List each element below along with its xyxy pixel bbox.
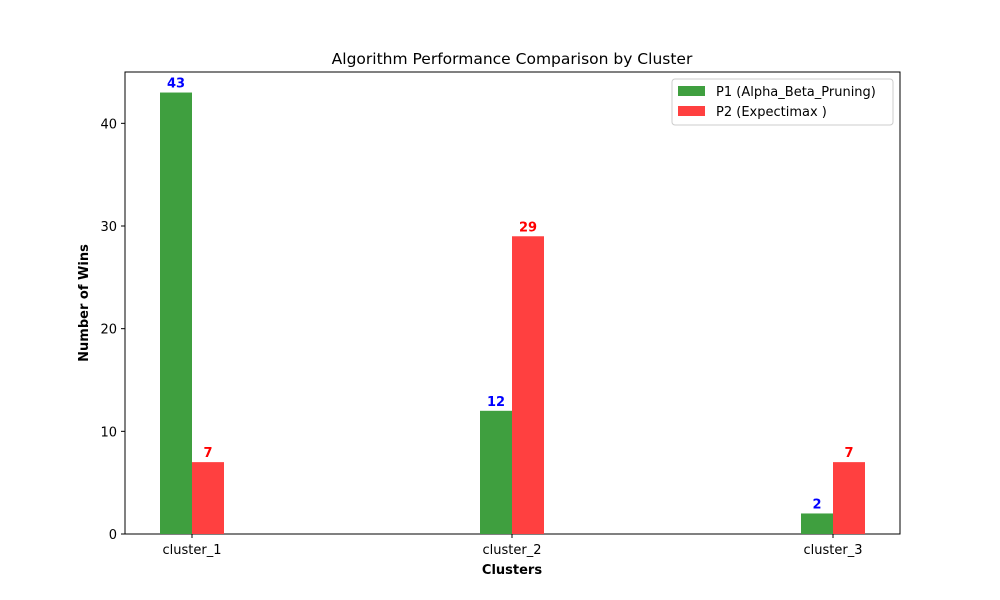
x-tick-label-cluster_3: cluster_3 xyxy=(804,543,863,558)
legend-label-p1: P1 (Alpha_Beta_Pruning) xyxy=(716,85,876,100)
y-tick-label-10: 10 xyxy=(100,425,117,440)
bar-series2-cluster_3 xyxy=(833,462,865,534)
x-axis-ticks: cluster_1 cluster_2 cluster_3 xyxy=(163,534,863,558)
legend-swatch-p2 xyxy=(678,106,705,116)
data-label-series1-cluster_3: 2 xyxy=(812,497,821,512)
y-tick-label-20: 20 xyxy=(100,323,117,338)
data-labels-layer: 43 12 2 7 29 7 xyxy=(167,77,854,513)
legend-box xyxy=(671,78,894,126)
bar-series1-cluster_2 xyxy=(480,410,512,534)
y-tick-label-40: 40 xyxy=(100,117,117,132)
y-axis-ticks: 0 10 20 30 40 xyxy=(100,117,125,543)
x-tick-label-cluster_1: cluster_1 xyxy=(163,543,222,558)
y-tick-label-0: 0 xyxy=(109,528,117,543)
bar-series2-cluster_2 xyxy=(512,236,544,534)
data-label-series2-cluster_1: 7 xyxy=(203,446,212,461)
data-label-series2-cluster_2: 29 xyxy=(519,220,537,235)
y-axis-label: Number of Wins xyxy=(77,244,92,362)
data-label-series2-cluster_3: 7 xyxy=(844,446,853,461)
legend: P1 (Alpha_Beta_Pruning) P2 (Expectimax ) xyxy=(671,78,894,126)
legend-swatch-p1 xyxy=(678,86,705,96)
y-tick-label-30: 30 xyxy=(100,220,117,235)
bar-series2-cluster_1 xyxy=(192,462,224,534)
x-axis-label: Clusters xyxy=(482,563,542,578)
bar-series1-cluster_3 xyxy=(801,513,833,534)
bar-series1-cluster_1 xyxy=(160,92,192,535)
bars-layer xyxy=(160,92,865,535)
chart-title: Algorithm Performance Comparison by Clus… xyxy=(332,50,693,68)
x-tick-label-cluster_2: cluster_2 xyxy=(483,543,542,558)
data-label-series1-cluster_2: 12 xyxy=(487,395,505,410)
data-label-series1-cluster_1: 43 xyxy=(167,77,185,92)
legend-label-p2: P2 (Expectimax ) xyxy=(716,105,827,120)
